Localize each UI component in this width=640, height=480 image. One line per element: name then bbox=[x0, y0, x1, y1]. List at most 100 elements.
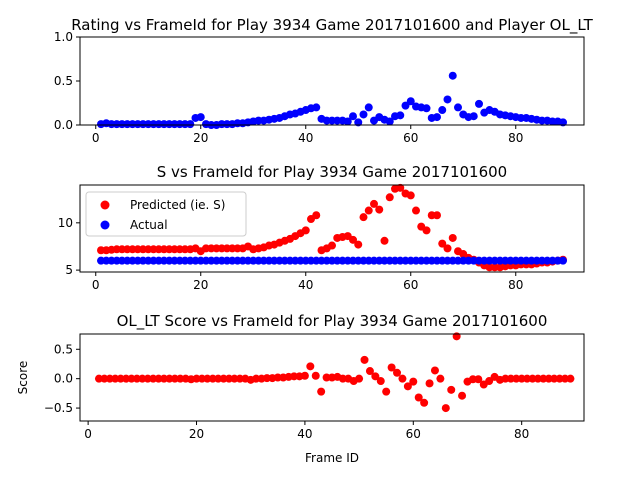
x-tick-label: 0 bbox=[92, 278, 100, 292]
series-1 bbox=[97, 71, 567, 129]
plot-frame bbox=[79, 184, 585, 273]
series-2 bbox=[97, 256, 567, 265]
data-point bbox=[441, 404, 450, 413]
x-tick-label: 40 bbox=[298, 278, 313, 292]
data-point bbox=[406, 97, 415, 106]
data-point bbox=[382, 387, 391, 396]
data-point bbox=[436, 374, 445, 383]
data-point bbox=[354, 240, 363, 249]
data-point bbox=[414, 393, 423, 402]
legend: Predicted (ie. S) Actual bbox=[85, 191, 247, 237]
y-tick-label: 0.5 bbox=[54, 342, 73, 356]
x-tick-label: 20 bbox=[189, 427, 204, 441]
x-tick-label: 80 bbox=[508, 131, 523, 145]
chart-3: OL_LT Score vs FrameId for Play 3934 Gam… bbox=[16, 312, 585, 465]
data-point bbox=[475, 99, 483, 108]
data-point bbox=[396, 183, 405, 192]
data-point bbox=[365, 367, 374, 376]
data-point bbox=[425, 379, 434, 388]
data-point bbox=[485, 377, 494, 386]
legend-marker bbox=[100, 200, 110, 210]
data-point bbox=[438, 106, 447, 115]
data-point bbox=[364, 206, 373, 215]
chart-2: S vs FrameId for Play 3934 Game 20171016… bbox=[58, 163, 585, 292]
data-point bbox=[317, 387, 326, 396]
data-point bbox=[396, 111, 405, 120]
y-tick-label: 0.0 bbox=[54, 118, 73, 132]
y-tick-label: 1.0 bbox=[54, 30, 73, 44]
data-point bbox=[559, 256, 567, 265]
data-point bbox=[448, 233, 457, 242]
y-tick-label: −0.5 bbox=[44, 401, 73, 415]
data-point bbox=[433, 211, 441, 220]
data-point bbox=[401, 101, 410, 110]
data-point bbox=[186, 120, 195, 129]
data-point bbox=[354, 118, 363, 127]
data-point bbox=[376, 377, 385, 386]
legend-label: Actual bbox=[130, 218, 168, 232]
data-points bbox=[94, 332, 575, 413]
data-point bbox=[406, 191, 415, 200]
data-point bbox=[422, 226, 431, 235]
series-1 bbox=[97, 183, 567, 272]
data-point bbox=[360, 355, 369, 364]
data-point bbox=[385, 193, 394, 202]
chart-title: OL_LT Score vs FrameId for Play 3934 Gam… bbox=[117, 312, 548, 331]
chart-title: S vs FrameId for Play 3934 Game 20171016… bbox=[157, 163, 507, 181]
data-point bbox=[312, 103, 321, 112]
data-point bbox=[393, 368, 402, 377]
x-tick-label: 60 bbox=[406, 427, 421, 441]
data-point bbox=[566, 374, 575, 383]
data-point bbox=[364, 103, 373, 112]
data-point bbox=[306, 362, 315, 371]
legend-box bbox=[85, 191, 247, 237]
data-point bbox=[412, 206, 420, 215]
data-point bbox=[359, 110, 368, 119]
chart-title: Rating vs FrameId for Play 3934 Game 201… bbox=[71, 16, 593, 35]
data-point bbox=[380, 236, 389, 245]
data-point bbox=[438, 239, 447, 248]
data-point bbox=[370, 199, 378, 208]
plot-frame bbox=[79, 333, 585, 422]
data-point bbox=[474, 375, 483, 384]
x-tick-label: 60 bbox=[403, 131, 418, 145]
data-point bbox=[420, 398, 429, 407]
data-point bbox=[559, 118, 567, 127]
series-1 bbox=[94, 332, 575, 413]
data-point bbox=[349, 112, 357, 121]
legend-label: Predicted (ie. S) bbox=[130, 198, 225, 212]
x-tick-label: 80 bbox=[514, 427, 529, 441]
chart-1: Rating vs FrameId for Play 3934 Game 201… bbox=[54, 16, 594, 145]
data-point bbox=[403, 382, 412, 391]
x-tick-label: 40 bbox=[298, 131, 313, 145]
data-point bbox=[385, 117, 394, 126]
y-tick-label: 10 bbox=[58, 216, 73, 230]
data-point bbox=[469, 112, 478, 121]
data-point bbox=[409, 377, 418, 386]
data-points bbox=[97, 71, 567, 129]
data-point bbox=[398, 374, 407, 383]
x-tick-label: 20 bbox=[193, 131, 208, 145]
data-point bbox=[422, 104, 431, 113]
data-point bbox=[355, 374, 364, 383]
data-point bbox=[447, 385, 456, 394]
data-point bbox=[448, 71, 457, 80]
plot-frame bbox=[79, 36, 585, 126]
y-axis-title: Score bbox=[16, 361, 30, 395]
data-point bbox=[443, 244, 452, 253]
data-point bbox=[343, 117, 352, 126]
x-tick-label: 80 bbox=[508, 278, 523, 292]
data-point bbox=[371, 372, 380, 381]
x-tick-label: 40 bbox=[297, 427, 312, 441]
data-point bbox=[312, 211, 321, 220]
data-point bbox=[375, 205, 384, 214]
data-points bbox=[97, 183, 567, 272]
data-point bbox=[458, 391, 467, 400]
data-point bbox=[301, 226, 310, 235]
data-point bbox=[196, 113, 205, 122]
data-point bbox=[359, 213, 368, 222]
data-point bbox=[443, 95, 452, 104]
x-axis-title: Frame ID bbox=[305, 451, 359, 465]
data-point bbox=[387, 363, 396, 372]
